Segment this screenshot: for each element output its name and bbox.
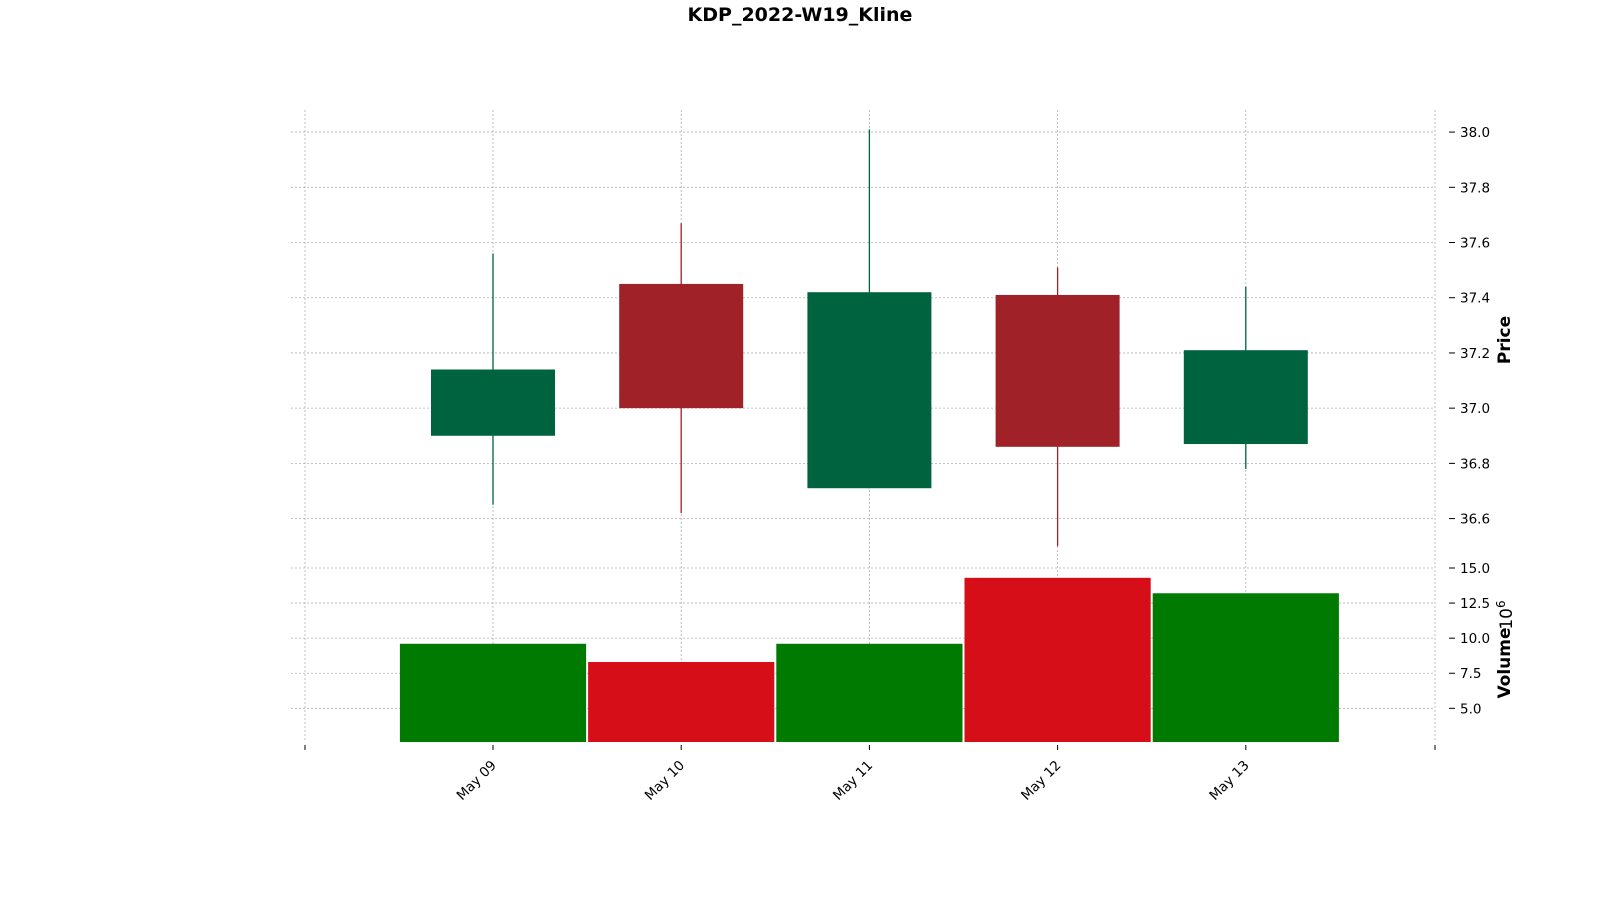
candle-body [431, 369, 555, 436]
volume-axis-title: Volume [1495, 627, 1515, 698]
volume-bar [776, 643, 963, 742]
x-tick-label: May 12 [1018, 758, 1064, 804]
volume-bar [399, 643, 587, 742]
price-tick-label: 36.6 [1460, 512, 1490, 528]
chart-title: KDP_2022-W19_Kline [687, 4, 913, 26]
x-tick-label: May 13 [1206, 758, 1252, 804]
candle-body [619, 283, 744, 409]
price-tick-label: 37.4 [1460, 291, 1490, 307]
volume-tick-label: 15.0 [1460, 561, 1490, 577]
price-tick-label: 37.0 [1460, 401, 1490, 417]
x-tick-label: May 09 [454, 758, 500, 804]
volume-tick-label: 10.0 [1460, 631, 1490, 647]
candle-body [1183, 350, 1308, 445]
price-tick-label: 37.8 [1460, 180, 1490, 196]
price-tick-label: 37.2 [1460, 346, 1490, 362]
volume-tick-label: 7.5 [1460, 666, 1481, 682]
volume-tick-label: 5.0 [1460, 701, 1481, 717]
candle-body [995, 294, 1120, 447]
x-tick-label: May 11 [830, 758, 876, 804]
candles [431, 129, 1308, 547]
price-tick-label: 36.8 [1460, 456, 1490, 472]
volume-bars [399, 577, 1339, 742]
x-tick-label: May 10 [642, 758, 688, 804]
price-axis-title: Price [1495, 316, 1515, 364]
candle-body [807, 292, 932, 489]
volume-bar [1152, 593, 1339, 742]
price-tick-label: 38.0 [1460, 125, 1490, 141]
volume-bar [588, 662, 775, 742]
volume-multiplier: 106 [1494, 600, 1517, 629]
price-tick-label: 37.6 [1460, 236, 1490, 252]
volume-bar [964, 577, 1151, 742]
volume-tick-label: 12.5 [1460, 596, 1490, 612]
